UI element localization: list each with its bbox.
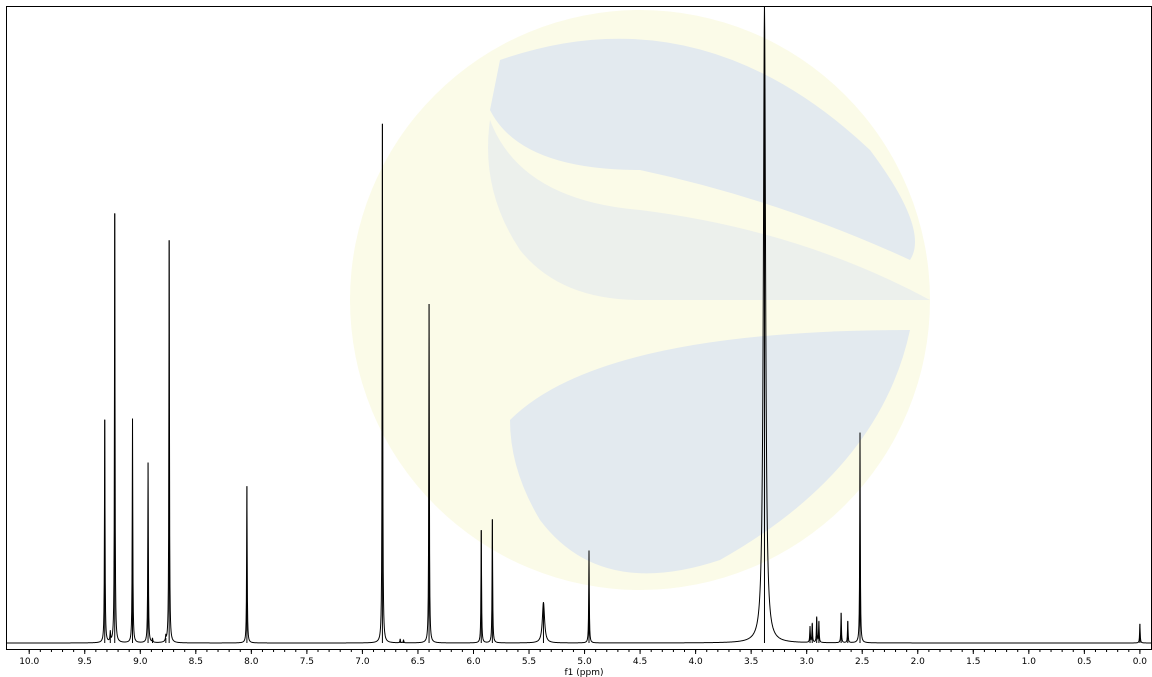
x-tick-label: 8.0 xyxy=(244,657,259,667)
x-tick-label: 6.5 xyxy=(411,657,425,667)
x-tick-label: 5.5 xyxy=(522,657,536,667)
x-tick-label: 2.0 xyxy=(911,657,926,667)
x-axis-title: f1 (ppm) xyxy=(565,668,604,677)
x-tick-label: 3.5 xyxy=(744,657,758,667)
x-tick-label: 4.5 xyxy=(633,657,647,667)
x-tick-label: 5.0 xyxy=(577,657,592,667)
x-axis: 10.0 9.5 9.0 8.5 8.0 7.5 7.0 6.5 6.0 5.5 5.0 4.5 4.0… xyxy=(19,650,1147,667)
x-tick-label: 9.5 xyxy=(78,657,92,667)
x-tick-label: 7.5 xyxy=(300,657,314,667)
x-tick-label: 6.0 xyxy=(466,657,481,667)
watermark-logo xyxy=(350,10,930,590)
x-tick-label: 1.0 xyxy=(1022,657,1037,667)
x-tick-label: 7.0 xyxy=(355,657,370,667)
peak-markers xyxy=(104,6,1141,643)
x-tick-label: 2.5 xyxy=(855,657,869,667)
x-tick-label: 0.5 xyxy=(1077,657,1091,667)
x-tick-label: 4.0 xyxy=(688,657,703,667)
x-tick-label: 9.0 xyxy=(133,657,148,667)
x-tick-label: 10.0 xyxy=(19,657,39,667)
spectrum-line xyxy=(7,5,1151,644)
x-tick-label: 1.5 xyxy=(966,657,980,667)
x-tick-label: 8.5 xyxy=(189,657,203,667)
x-tick-label: 0.0 xyxy=(1133,657,1148,667)
x-tick-label: 3.0 xyxy=(800,657,815,667)
